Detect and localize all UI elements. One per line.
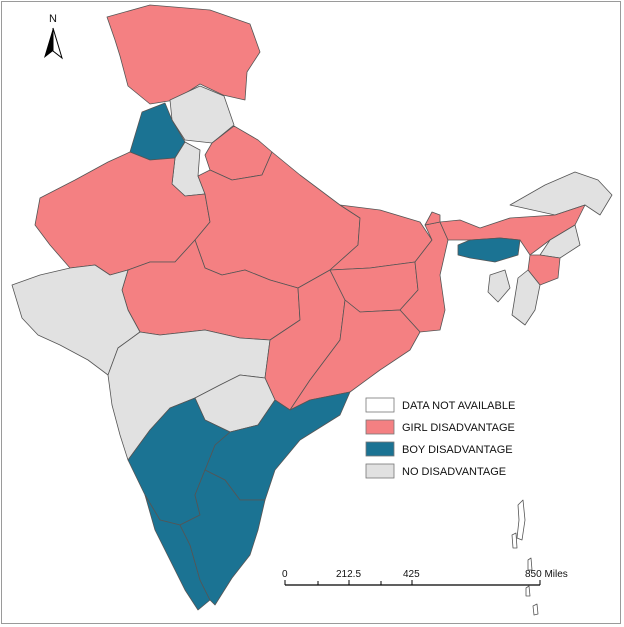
legend-swatch (365, 397, 395, 413)
legend-label: GIRL DISADVANTAGE (402, 422, 515, 434)
region-mizoram (511, 269, 541, 326)
legend-label: BOY DISADVANTAGE (402, 444, 513, 456)
legend-swatch (365, 441, 395, 457)
region-tripura (487, 269, 511, 303)
region-west-bengal (399, 221, 449, 333)
legend: DATA NOT AVAILABLE GIRL DISADVANTAGE BOY D… (365, 397, 515, 479)
legend-label: DATA NOT AVAILABLE (402, 400, 515, 412)
region-meghalaya (457, 237, 521, 263)
scale-tick-0: 0 (282, 569, 288, 580)
legend-label: NO DISADVANTAGE (402, 466, 506, 478)
scale-bar: 0 212.5 425 850 Miles (282, 569, 568, 586)
legend-swatch (365, 419, 395, 435)
region-sikkim (424, 211, 441, 226)
region-nagaland (539, 224, 581, 259)
region-andaman-nicobar (511, 499, 539, 616)
region-odisha (289, 299, 421, 411)
region-jammu-kashmir (106, 4, 261, 105)
region-gujarat (11, 264, 141, 376)
north-label: N (49, 13, 57, 25)
region-tamil-nadu (179, 469, 266, 606)
north-arrow-icon (44, 27, 63, 60)
scale-tick-212: 212.5 (336, 569, 361, 580)
scale-tick-425: 425 (403, 569, 420, 580)
scale-tick-850: 850 Miles (525, 569, 568, 580)
legend-swatch (365, 463, 395, 479)
region-arunachal-pradesh (509, 171, 613, 216)
